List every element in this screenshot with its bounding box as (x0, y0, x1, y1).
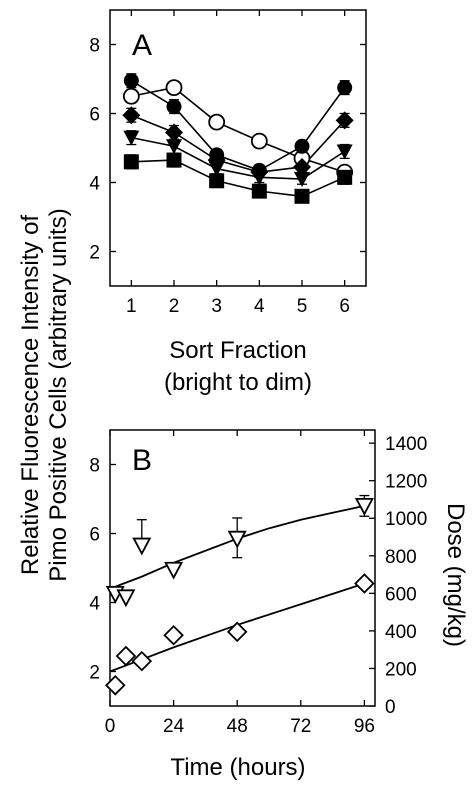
y-tick-label: 8 (89, 456, 100, 477)
right-y-tick-label: 400 (385, 622, 417, 643)
series-0-point (227, 530, 247, 549)
x-tick-label: 6 (339, 296, 350, 317)
y-tick-label: 6 (89, 525, 100, 546)
panel-a-marks (122, 73, 354, 204)
right-y-tick-label: 1200 (385, 472, 427, 493)
series-0-point (122, 87, 140, 105)
series-4-point (209, 173, 225, 189)
right-y-tick-label: 200 (385, 659, 417, 680)
x-tick-label: 72 (290, 716, 311, 737)
panel-a: A 1 2 3 4 5 6 2 4 6 8 Sort Fraction (bright to di… (89, 9, 367, 396)
series-2-point (122, 106, 141, 125)
series-4-point (166, 152, 182, 168)
series-1-line (130, 80, 346, 172)
y-axis-title-line1: Relative Fluorescence Intensity of (17, 215, 44, 576)
series-0-point (132, 537, 152, 556)
y-tick-label: 4 (89, 594, 100, 615)
series-1-point (123, 73, 139, 89)
series-3-point (294, 172, 310, 188)
y-axis-title-line2: Pimo Positive Cells (arbitrary units) (45, 208, 72, 581)
x-tick-label: 3 (211, 296, 222, 317)
series-1-point (105, 675, 126, 696)
series-0-point (250, 132, 268, 150)
panel-a-axes: 1 2 3 4 5 6 2 4 6 8 (89, 10, 366, 317)
panel-b: B 0 24 48 72 9624680200400600800100012001400… (89, 429, 469, 781)
series-3-point (166, 139, 182, 155)
y-tick-label: 6 (89, 105, 100, 126)
x-tick-label: 96 (354, 716, 375, 737)
y-tick-label: 2 (89, 663, 100, 684)
panel-a-letter: A (132, 29, 152, 62)
series-4-point (294, 188, 310, 204)
series-0-point (116, 589, 136, 608)
x-tick-label: 5 (297, 296, 308, 317)
series-1-point (115, 645, 137, 667)
series-1-point (294, 138, 310, 154)
y-tick-label: 8 (89, 36, 100, 57)
series-2-point (165, 123, 183, 142)
series-2-point (293, 157, 311, 176)
series-1-point (166, 99, 182, 115)
panel-b-x-axis-title: Time (hours) (170, 754, 305, 781)
panel-a-frame (109, 9, 367, 287)
right-y-tick-label: 1000 (385, 509, 427, 530)
series-0-point (165, 79, 183, 97)
series-3-point (208, 161, 225, 177)
series-4-point (123, 154, 139, 170)
series-3-point (123, 130, 140, 146)
panel-a-x-axis-title-line1: Sort Fraction (169, 337, 306, 364)
series-3-point (336, 144, 353, 160)
y-tick-label: 2 (89, 243, 100, 264)
series-0-point (208, 113, 226, 131)
panel-b-letter: B (132, 444, 152, 477)
series-3-line (131, 136, 346, 180)
right-y-tick-label: 800 (385, 547, 417, 568)
x-tick-label: 24 (163, 716, 185, 737)
x-tick-label: 0 (105, 716, 116, 737)
panel-b-right-axis-title: Dose (mg/kg) (442, 503, 469, 647)
series-3-point (251, 170, 268, 186)
series-2-point (335, 111, 354, 130)
series-1-point (337, 80, 353, 96)
series-1-point (131, 650, 153, 672)
panel-b-marks (105, 494, 375, 696)
series-4-point (251, 183, 267, 199)
panel-b-frame (109, 429, 376, 707)
x-tick-label: 1 (126, 296, 137, 317)
y-tick-label: 4 (89, 174, 100, 195)
right-y-tick-label: 0 (385, 697, 396, 718)
x-tick-label: 4 (254, 296, 265, 317)
right-y-tick-label: 600 (385, 584, 417, 605)
x-tick-label: 2 (169, 296, 180, 317)
series-4-point (337, 169, 353, 185)
panel-a-x-axis-title-line2: (bright to dim) (164, 369, 312, 396)
series-1-point (163, 625, 184, 646)
x-tick-label: 48 (227, 716, 248, 737)
series-0-point (354, 497, 374, 516)
series-1-point (226, 621, 248, 643)
right-y-tick-label: 1400 (385, 434, 427, 455)
series-1-point (354, 573, 375, 594)
series-0-point (164, 561, 184, 580)
